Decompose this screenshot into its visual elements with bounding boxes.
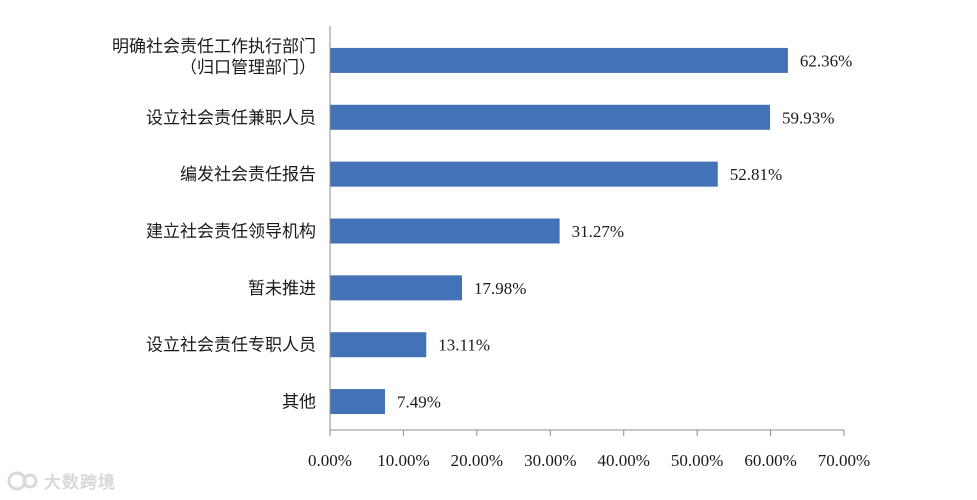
bar bbox=[330, 275, 463, 301]
x-tick-label: 0.00% bbox=[308, 451, 352, 470]
bar bbox=[330, 332, 427, 358]
x-tick-label: 40.00% bbox=[598, 451, 650, 470]
data-label: 52.81% bbox=[730, 165, 782, 184]
data-label: 13.11% bbox=[438, 336, 490, 355]
category-label: 建立社会责任领导机构 bbox=[146, 222, 316, 242]
category-label: 其他 bbox=[282, 393, 316, 413]
bar bbox=[330, 389, 385, 415]
data-label: 31.27% bbox=[572, 222, 624, 241]
data-label: 62.36% bbox=[800, 51, 852, 70]
category-labels-layer: 明确社会责任工作执行部门（归口管理部门） 设立社会责任兼职人员编发社会责任报告建立… bbox=[112, 37, 316, 413]
data-label: 59.93% bbox=[782, 108, 834, 127]
x-tick-label: 60.00% bbox=[744, 451, 796, 470]
bar bbox=[330, 47, 788, 73]
watermark-text: 大数跨境 bbox=[44, 473, 116, 493]
data-label: 7.49% bbox=[397, 393, 441, 412]
axis-layer: 0.00% 10.00% 20.00% 30.00% 40.00% 50.00% 60.00… bbox=[308, 26, 870, 470]
x-tick-label: 30.00% bbox=[524, 451, 576, 470]
bars-layer bbox=[330, 47, 788, 415]
category-label: 暂未推进 bbox=[248, 279, 316, 299]
watermark: 大数跨境 bbox=[6, 468, 116, 493]
category-label: （归口管理部门） bbox=[180, 58, 316, 78]
category-label: 明确社会责任工作执行部门 bbox=[112, 37, 316, 57]
category-label: 编发社会责任报告 bbox=[180, 165, 316, 185]
x-tick-label: 20.00% bbox=[451, 451, 503, 470]
watermark-logo-icon bbox=[7, 471, 38, 490]
data-label: 17.98% bbox=[474, 279, 526, 298]
x-tick-label: 10.00% bbox=[377, 451, 429, 470]
category-label: 设立社会责任专职人员 bbox=[146, 336, 316, 356]
value-labels-layer: 62.36% 59.93% 52.81% 31.27% 17.98% 13.11% 7.49… bbox=[397, 51, 852, 411]
category-label: 设立社会责任兼职人员 bbox=[146, 108, 316, 128]
bar bbox=[330, 161, 718, 187]
bar bbox=[330, 104, 771, 130]
x-tick-label: 50.00% bbox=[671, 451, 723, 470]
bar bbox=[330, 218, 560, 244]
x-tick-label: 70.00% bbox=[818, 451, 870, 470]
